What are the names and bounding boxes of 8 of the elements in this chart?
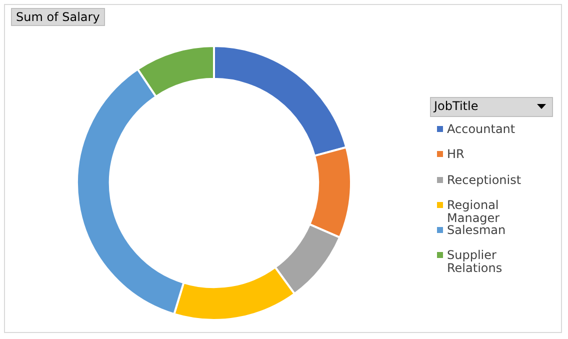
legend-label: Salesman <box>447 223 506 238</box>
legend-label: Regional Manager <box>447 198 500 225</box>
legend-label: HR <box>447 147 464 162</box>
chart-title: Sum of Salary <box>11 8 105 26</box>
legend-label: Receptionist <box>447 172 522 187</box>
legend-label: Supplier Relations <box>447 248 502 276</box>
legend-label: Accountant <box>447 122 516 136</box>
legend-title: JobTitle <box>434 99 478 113</box>
